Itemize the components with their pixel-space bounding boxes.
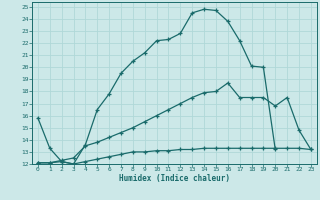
X-axis label: Humidex (Indice chaleur): Humidex (Indice chaleur) [119,174,230,183]
